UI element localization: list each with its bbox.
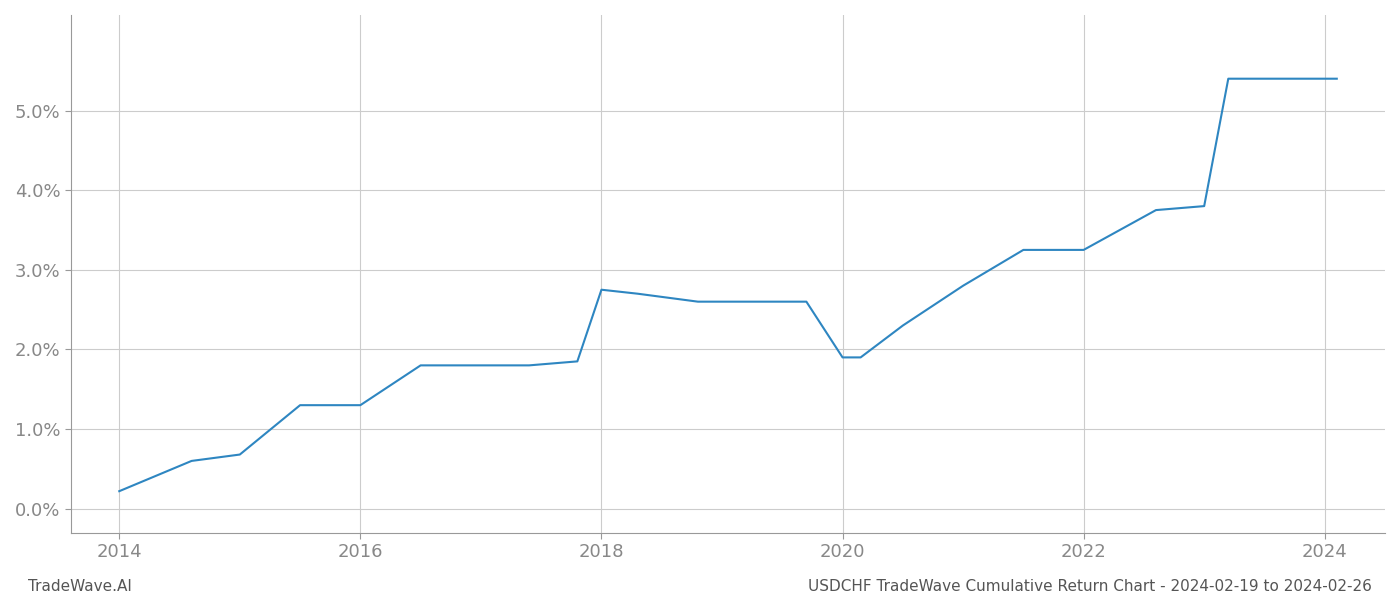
Text: USDCHF TradeWave Cumulative Return Chart - 2024-02-19 to 2024-02-26: USDCHF TradeWave Cumulative Return Chart… [808,579,1372,594]
Text: TradeWave.AI: TradeWave.AI [28,579,132,594]
